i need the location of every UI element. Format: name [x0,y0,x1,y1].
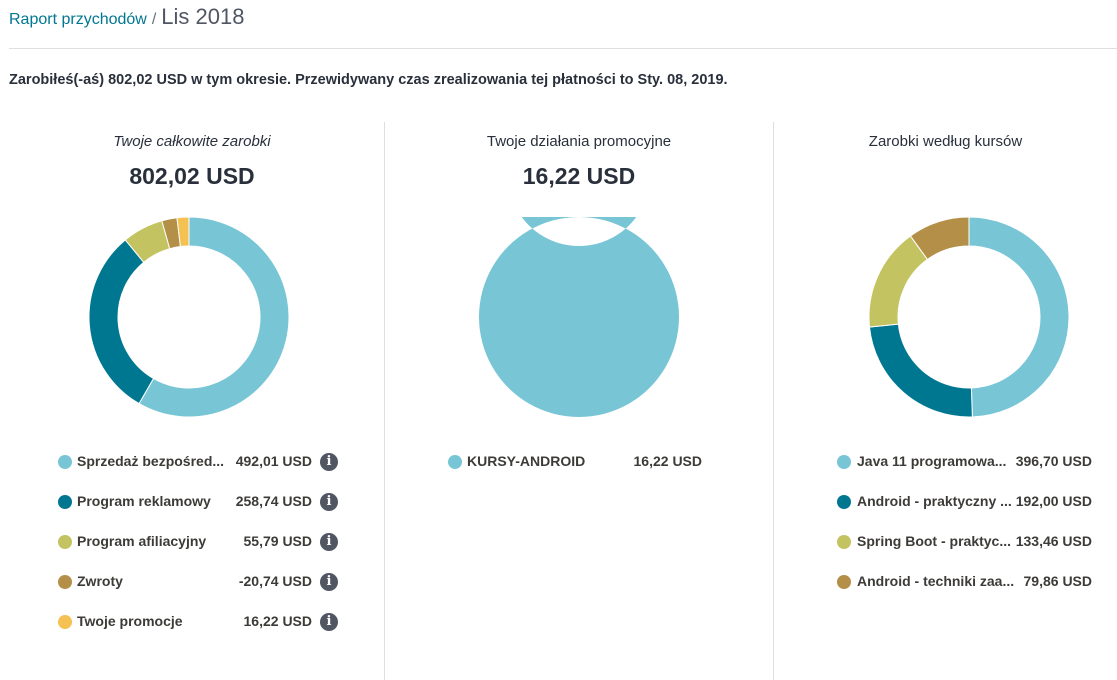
donut-slice[interactable] [138,217,289,417]
legend-value: 192,00 USD [1015,493,1092,509]
info-icon[interactable]: i [320,573,338,591]
promotions-panel: Twoje działania promocyjne 16,22 USD KUR… [385,122,773,680]
legend-label: Program afiliacyjny [77,533,207,549]
legend-value: 133,46 USD [1015,533,1092,549]
info-icon[interactable]: i [320,453,338,471]
donut-slice[interactable] [909,217,970,261]
legend-label: KURSY-ANDROID [467,453,586,469]
breadcrumb-link-revenue-report[interactable]: Raport przychodów [9,11,147,28]
panel-divider [384,122,385,680]
legend-swatch [58,575,72,589]
legend-value: 55,79 USD [243,533,312,549]
course-earnings-donut-chart[interactable] [869,217,1069,417]
legend-label: Java 11 programowa... [857,453,1007,469]
legend-value: 258,74 USD [235,493,312,509]
legend-label: Spring Boot - praktyc... [857,533,1012,549]
promotions-donut-chart[interactable] [479,217,679,417]
legend-value: 492,01 USD [235,453,312,469]
legend-value: 396,70 USD [1015,453,1092,469]
legend-swatch [448,455,462,469]
total-earnings-panel: Twoje całkowite zarobki 802,02 USD Sprze… [0,122,384,680]
legend-value: 16,22 USD [633,453,702,469]
legend-label: Sprzedaż bezpośred... [77,453,225,469]
info-icon[interactable]: i [320,493,338,511]
donut-slice[interactable] [869,323,973,417]
legend-swatch [58,615,72,629]
legend-swatch [58,455,72,469]
earnings-summary: Zarobiłeś(-aś) 802,02 USD w tym okresie.… [9,72,728,88]
legend-swatch [837,575,851,589]
panel-title: Twoje działania promocyjne [486,133,672,150]
header-divider [9,48,1117,49]
panel-title: Twoje całkowite zarobki [113,133,271,150]
breadcrumb: Raport przychodów / Lis 2018 [9,4,244,34]
legend-swatch [58,495,72,509]
breadcrumb-separator: / [151,11,157,28]
panel-divider [773,122,774,680]
total-earnings-donut-chart[interactable] [89,217,289,417]
legend-swatch [837,535,851,549]
legend-label: Android - praktyczny ... [857,493,1012,509]
legend-label: Program reklamowy [77,493,211,509]
donut-slice[interactable] [869,235,929,328]
legend-value: 79,86 USD [1023,573,1092,589]
donut-slice[interactable] [479,217,679,417]
panel-title: Zarobki według kursów [868,133,1023,150]
info-icon[interactable]: i [320,533,338,551]
donut-slice[interactable] [89,239,155,405]
panel-total: 802,02 USD [129,163,255,189]
legend-value: 16,22 USD [243,613,312,629]
donut-slice[interactable] [176,217,190,248]
legend-label: Twoje promocje [77,613,183,629]
page-title: Lis 2018 [161,4,245,29]
panel-total: 16,22 USD [522,163,636,189]
info-icon[interactable]: i [320,613,338,631]
legend-swatch [837,455,851,469]
course-earnings-panel: Zarobki według kursów Java 11 programowa… [774,122,1117,680]
legend-label: Android - techniki zaa... [857,573,1015,589]
legend-swatch [58,535,72,549]
donut-slice[interactable] [968,217,1069,417]
legend-label: Zwroty [77,573,123,589]
legend-swatch [837,495,851,509]
legend-value: -20,74 USD [238,573,312,589]
